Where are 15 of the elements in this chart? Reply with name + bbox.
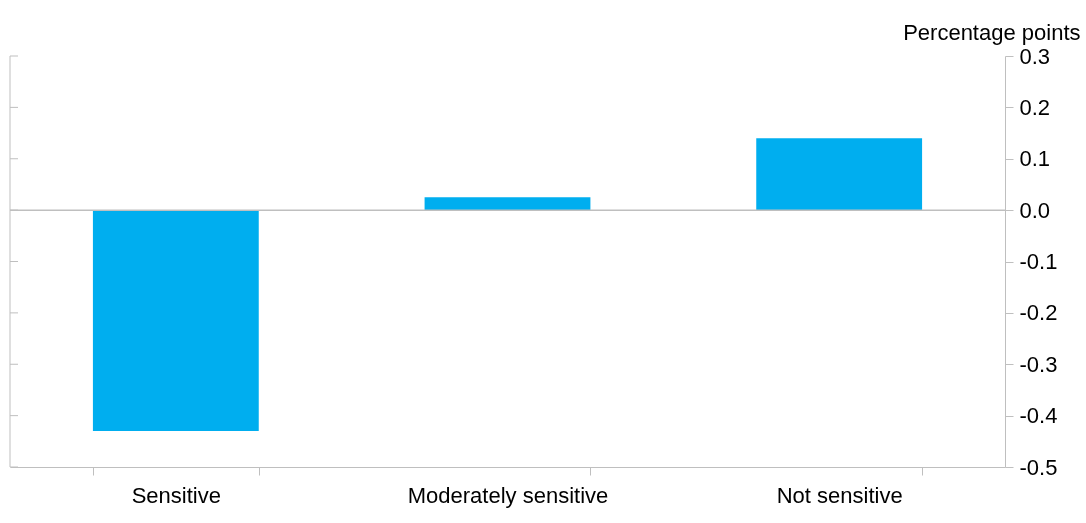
y-tick-label: -0.5	[1019, 454, 1058, 480]
y-tick-label: -0.1	[1019, 249, 1058, 274]
y-tick-label: -0.2	[1019, 300, 1058, 326]
bar	[756, 138, 923, 211]
y-tick-label: -0.3	[1019, 351, 1058, 377]
x-tick-label: Not sensitive	[776, 482, 903, 508]
x-tick-label: Sensitive	[131, 482, 221, 508]
y-axis-title: Percentage points	[903, 19, 1081, 45]
y-tick-label: -0.4	[1019, 403, 1058, 429]
bar	[92, 210, 259, 432]
bar	[424, 197, 591, 211]
x-tick-label: Moderately sensitive	[407, 482, 609, 508]
y-tick-label: 0.1	[1019, 146, 1051, 172]
y-tick-label: 0.2	[1019, 94, 1051, 120]
y-tick-label: 0.0	[1019, 197, 1051, 223]
